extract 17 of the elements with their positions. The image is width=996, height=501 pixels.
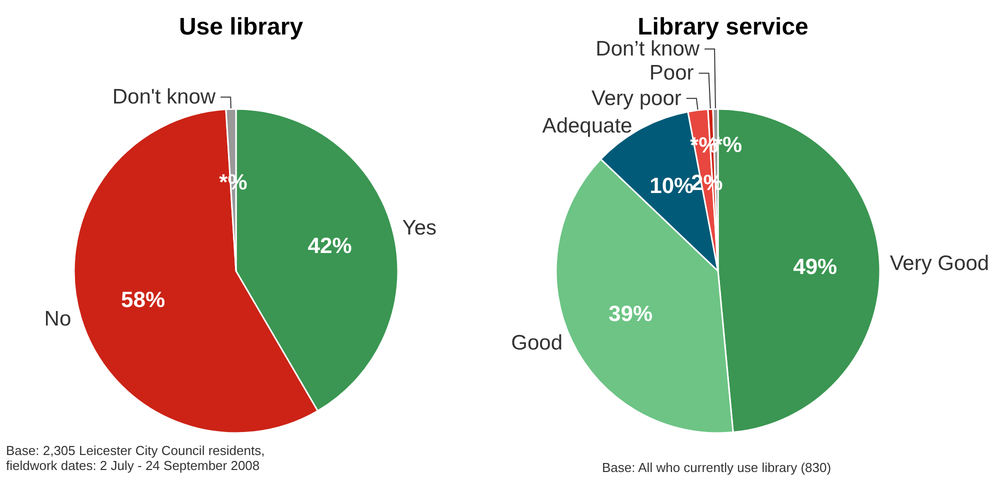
chart-title: Use library — [178, 14, 304, 40]
data-label: 49% — [793, 254, 838, 279]
slice-label: No — [44, 308, 72, 331]
text: Base: 2,305 Leicester City Council residents, fieldwork dates: 2 July - 24 September 2008 — [6, 443, 265, 473]
slice-label: Yes — [402, 216, 437, 240]
chart-title: Library service — [638, 14, 808, 40]
slice-label: Good — [511, 331, 562, 354]
slice-label: Don't know — [112, 86, 216, 109]
slice-label: Adequate — [542, 114, 632, 138]
slice-label: Very poor — [592, 86, 682, 110]
slice-label: Poor — [649, 62, 694, 85]
data-label: 58% — [120, 286, 166, 312]
text: Base: All who currently use library (830) — [602, 460, 832, 475]
slice-label: Very Good — [890, 252, 990, 275]
data-label: 39% — [608, 300, 653, 326]
slice-label: Don’t know — [596, 38, 700, 61]
data-label: 42% — [308, 233, 352, 258]
